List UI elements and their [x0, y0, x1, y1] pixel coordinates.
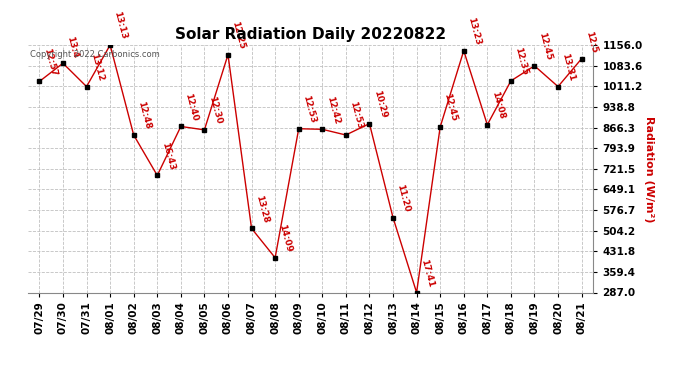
Text: 11:20: 11:20 — [395, 183, 411, 213]
Text: 12:40: 12:40 — [184, 92, 199, 122]
Text: 12:53: 12:53 — [348, 100, 364, 130]
Text: 13:12: 13:12 — [89, 52, 105, 82]
Text: 12:48: 12:48 — [136, 100, 152, 130]
Text: 14:08: 14:08 — [490, 90, 506, 120]
Text: 16:43: 16:43 — [159, 141, 176, 171]
Text: 12:42: 12:42 — [324, 95, 341, 125]
Text: 13:4: 13:4 — [66, 35, 80, 59]
Text: 12:35: 12:35 — [513, 46, 529, 76]
Text: 14:09: 14:09 — [277, 223, 294, 253]
Text: 10:29: 10:29 — [372, 89, 388, 119]
Text: 12:57: 12:57 — [42, 47, 58, 77]
Text: 13:23: 13:23 — [466, 16, 482, 46]
Text: 13:13: 13:13 — [112, 10, 128, 40]
Text: 12:25: 12:25 — [230, 20, 246, 50]
Text: 12:5: 12:5 — [584, 30, 598, 54]
Text: 17:41: 17:41 — [419, 258, 435, 288]
Y-axis label: Radiation (W/m²): Radiation (W/m²) — [644, 116, 654, 222]
Text: 13:28: 13:28 — [254, 194, 270, 224]
Title: Solar Radiation Daily 20220822: Solar Radiation Daily 20220822 — [175, 27, 446, 42]
Text: 12:53: 12:53 — [301, 94, 317, 124]
Text: 13:31: 13:31 — [560, 52, 577, 82]
Text: 12:30: 12:30 — [207, 96, 223, 125]
Text: 12:45: 12:45 — [442, 93, 459, 123]
Text: Copyright 2022 Carbonics.com: Copyright 2022 Carbonics.com — [30, 50, 160, 59]
Text: 12:45: 12:45 — [537, 31, 553, 62]
